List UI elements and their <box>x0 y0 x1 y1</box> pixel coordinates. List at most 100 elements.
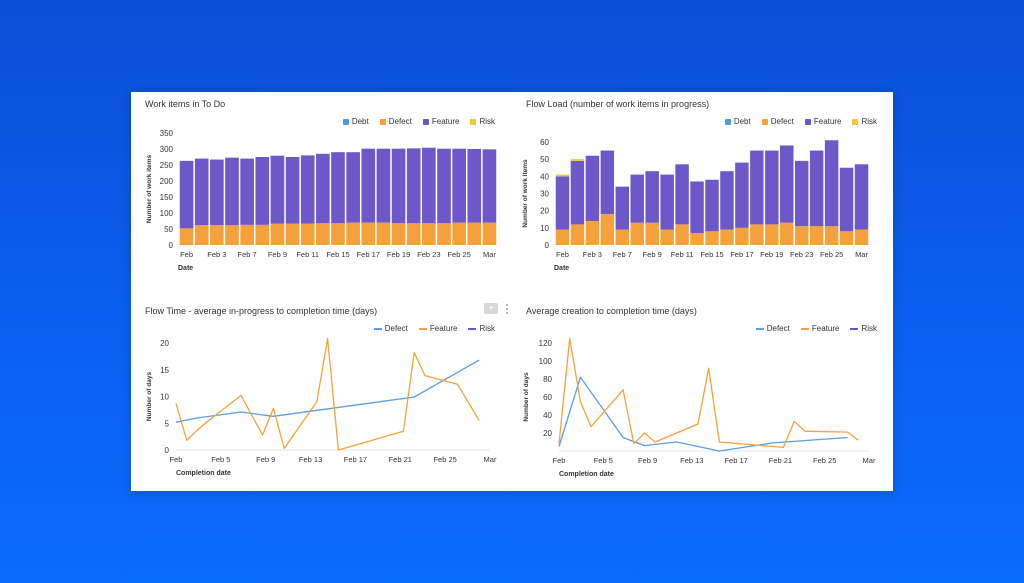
bar-segment-feature[interactable] <box>809 150 824 227</box>
bar-segment-feature[interactable] <box>270 155 285 224</box>
bar-segment-defect[interactable] <box>346 222 360 245</box>
legend-item-defect[interactable]: Defect <box>761 117 794 126</box>
legend-item-defect[interactable]: Defect <box>755 324 790 333</box>
bar-segment-feature[interactable] <box>300 155 315 224</box>
bar-segment-defect[interactable] <box>630 222 644 245</box>
bar-segment-defect[interactable] <box>391 223 406 245</box>
bar-segment-defect[interactable] <box>585 220 600 245</box>
bar-segment-feature[interactable] <box>675 164 689 225</box>
bar-segment-feature[interactable] <box>720 171 734 230</box>
bar-segment-feature[interactable] <box>839 167 854 232</box>
series-line-defect[interactable] <box>558 376 848 452</box>
legend-item-risk[interactable]: Risk <box>468 324 495 333</box>
legend-item-risk[interactable]: Risk <box>850 324 877 333</box>
legend-item-debt[interactable]: Debt <box>342 117 369 126</box>
bar-segment-feature[interactable] <box>615 186 630 230</box>
bar-segment-feature[interactable] <box>361 148 376 223</box>
bar-segment-feature[interactable] <box>406 148 421 224</box>
legend-item-feature[interactable]: Feature <box>418 324 457 333</box>
bar-segment-feature[interactable] <box>225 157 239 226</box>
bar-segment-defect[interactable] <box>422 223 436 245</box>
bar-segment-defect[interactable] <box>780 222 794 245</box>
bar-segment-feature[interactable] <box>555 176 570 230</box>
bar-segment-defect[interactable] <box>210 225 224 245</box>
comment-icon[interactable]: + <box>484 303 498 314</box>
bar-segment-defect[interactable] <box>406 223 421 245</box>
bar-segment-defect[interactable] <box>555 229 570 245</box>
bar-segment-defect[interactable] <box>824 226 839 245</box>
bar-segment-defect[interactable] <box>690 232 704 245</box>
bar-segment-feature[interactable] <box>765 150 779 225</box>
bar-segment-defect[interactable] <box>854 229 869 245</box>
bar-segment-defect[interactable] <box>765 224 779 245</box>
bar-segment-defect[interactable] <box>437 223 451 245</box>
bar-segment-defect[interactable] <box>467 222 482 245</box>
legend-item-defect[interactable]: Defect <box>379 117 412 126</box>
legend-item-defect[interactable]: Defect <box>373 324 408 333</box>
bar-segment-defect[interactable] <box>750 224 764 245</box>
bar-segment-feature[interactable] <box>437 148 451 224</box>
bar-segment-defect[interactable] <box>615 229 630 245</box>
bar-segment-feature[interactable] <box>316 153 330 224</box>
series-line-defect[interactable] <box>175 359 480 423</box>
legend-item-feature[interactable]: Feature <box>422 117 459 126</box>
bar-segment-defect[interactable] <box>225 225 239 245</box>
bar-segment-feature[interactable] <box>735 162 749 228</box>
bar-segment-feature[interactable] <box>750 150 764 225</box>
bar-segment-defect[interactable] <box>794 226 809 245</box>
legend-item-risk[interactable]: Risk <box>470 117 495 126</box>
legend-item-risk[interactable]: Risk <box>852 117 877 126</box>
bar-segment-feature[interactable] <box>794 160 809 227</box>
bar-segment-defect[interactable] <box>660 229 674 245</box>
legend-item-feature[interactable]: Feature <box>800 324 839 333</box>
bar-segment-defect[interactable] <box>735 227 749 245</box>
bar-segment-feature[interactable] <box>482 149 497 223</box>
bar-segment-feature[interactable] <box>854 164 869 230</box>
bar-segment-feature[interactable] <box>376 148 391 223</box>
bar-segment-feature[interactable] <box>285 157 300 224</box>
bar-segment-feature[interactable] <box>660 174 674 230</box>
bar-segment-defect[interactable] <box>240 224 254 245</box>
bar-segment-defect[interactable] <box>285 223 300 245</box>
bar-segment-feature[interactable] <box>255 157 270 225</box>
bar-segment-feature[interactable] <box>346 152 360 223</box>
bar-segment-feature[interactable] <box>467 149 482 223</box>
bar-segment-defect[interactable] <box>376 222 391 245</box>
bar-segment-feature[interactable] <box>705 179 719 232</box>
bar-segment-feature[interactable] <box>570 160 585 225</box>
bar-segment-defect[interactable] <box>194 225 209 245</box>
bar-segment-feature[interactable] <box>391 148 406 224</box>
kebab-menu-icon[interactable] <box>506 303 509 314</box>
bar-segment-risk[interactable] <box>555 174 570 177</box>
bar-segment-defect[interactable] <box>482 222 497 245</box>
bar-segment-defect[interactable] <box>270 223 285 245</box>
bar-segment-defect[interactable] <box>570 224 585 245</box>
bar-segment-feature[interactable] <box>240 158 254 225</box>
legend-item-debt[interactable]: Debt <box>724 117 751 126</box>
bar-segment-feature[interactable] <box>452 148 466 223</box>
bar-segment-defect[interactable] <box>839 231 854 245</box>
bar-segment-feature[interactable] <box>600 150 615 215</box>
bar-segment-defect[interactable] <box>675 224 689 245</box>
bar-segment-feature[interactable] <box>630 174 644 223</box>
bar-segment-feature[interactable] <box>690 181 704 233</box>
bar-segment-defect[interactable] <box>331 223 345 245</box>
bar-segment-defect[interactable] <box>705 231 719 245</box>
bar-segment-defect[interactable] <box>600 214 615 245</box>
bar-segment-feature[interactable] <box>824 140 839 227</box>
bar-segment-defect[interactable] <box>316 223 330 245</box>
series-line-feature[interactable] <box>558 337 859 449</box>
bar-segment-feature[interactable] <box>585 155 600 221</box>
bar-segment-defect[interactable] <box>645 222 659 245</box>
bar-segment-feature[interactable] <box>179 160 194 229</box>
bar-segment-risk[interactable] <box>570 159 585 161</box>
bar-segment-defect[interactable] <box>809 226 824 245</box>
bar-segment-feature[interactable] <box>331 152 345 224</box>
bar-segment-defect[interactable] <box>452 222 466 245</box>
bar-segment-feature[interactable] <box>780 145 794 223</box>
series-line-feature[interactable] <box>175 338 480 451</box>
bar-segment-feature[interactable] <box>210 159 224 226</box>
bar-segment-defect[interactable] <box>255 224 270 245</box>
bar-segment-feature[interactable] <box>645 171 659 223</box>
bar-segment-feature[interactable] <box>194 158 209 226</box>
